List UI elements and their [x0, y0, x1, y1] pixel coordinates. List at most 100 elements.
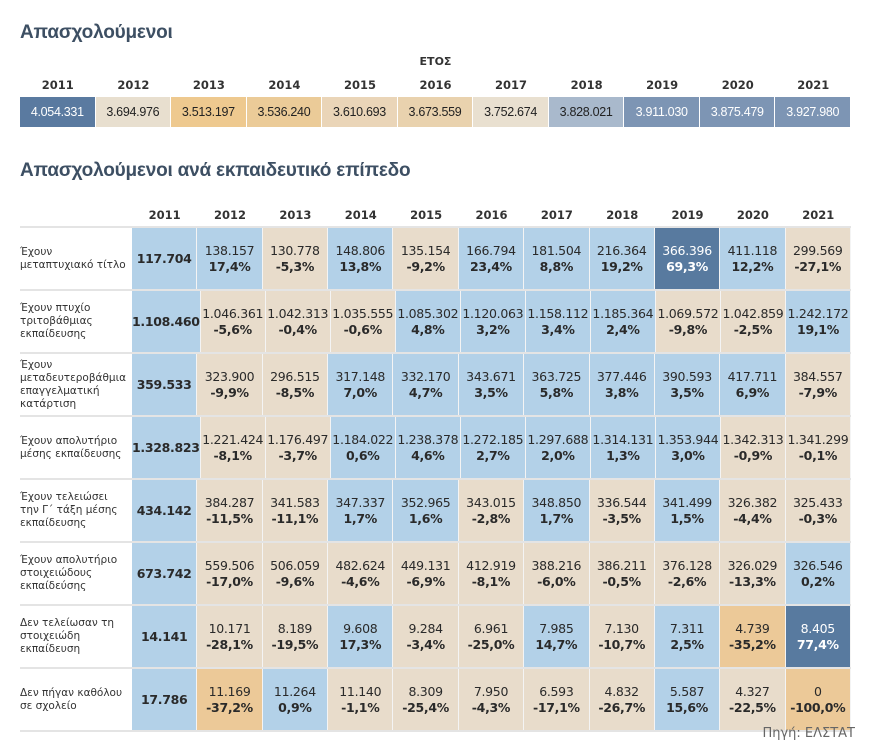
cell-change: -2,6% — [667, 573, 707, 589]
year-label: 2013 — [279, 208, 312, 222]
cell-value: 4.739 — [735, 620, 770, 636]
cell-change: -9,9% — [210, 384, 249, 400]
cell-change: -17,1% — [532, 699, 580, 715]
cell-value: 384.287 — [204, 494, 255, 510]
table-row: Έχουν απολυτήριο μέσης εκπαίδευσης 1.328.… — [20, 417, 851, 480]
cell-value: 377.446 — [596, 368, 647, 384]
cell-change: 19,1% — [797, 321, 839, 337]
table-cell: 14.141 — [132, 606, 198, 667]
cell-value: 326.029 — [727, 557, 778, 573]
table-cell: 347.337 1,7% — [328, 480, 394, 541]
cell-change: -11,1% — [271, 510, 319, 526]
table-cell: 363.725 5,8% — [524, 354, 590, 415]
table-cell: 1.272.185 2,7% — [460, 417, 526, 478]
table-cell: 8.189 -19,5% — [262, 606, 329, 667]
cell-value: 14.141 — [140, 628, 188, 644]
cell-change: 1,5% — [670, 510, 704, 526]
cell-value: 348.850 — [531, 494, 582, 510]
cell-value: 181.504 — [531, 242, 582, 258]
table-cell: 1.108.460 — [132, 291, 201, 352]
table-cell: 1.046.361 -5,6% — [200, 291, 266, 352]
table-cell: 384.557 -7,9% — [785, 354, 851, 415]
table-cell: 130.778 -5,3% — [262, 228, 329, 289]
cell-value: 1.035.555 — [332, 305, 394, 321]
cell-change: 14,7% — [535, 636, 578, 652]
cell-change: -0,5% — [602, 573, 642, 589]
year-label: 2014 — [344, 208, 377, 222]
cell-value: 17.786 — [140, 691, 188, 707]
table-cell: 326.382 -4,4% — [720, 480, 786, 541]
cell-change: -9,6% — [275, 573, 315, 589]
row-label: Έχουν απολυτήριο μέσης εκπαίδευσης — [20, 434, 122, 460]
table-cell: 434.142 — [132, 480, 198, 541]
row-label: Έχουν μεταπτυχιακό τίτλο — [20, 245, 126, 271]
table-cell: 138.157 17,4% — [197, 228, 263, 289]
cell-value: 1.297.688 — [527, 431, 589, 447]
cell-value: 4.832 — [604, 683, 640, 699]
year-label: 2020 — [721, 78, 754, 92]
table-cell: 1.042.859 -2,5% — [720, 291, 786, 352]
table-cell: 376.128 -2,6% — [654, 543, 721, 604]
cell-value: 482.624 — [335, 557, 386, 573]
row-label: Έχουν μεταδευτεροβάθμια επαγγελματική κα… — [20, 358, 127, 410]
table-cell: 7.950 -4,3% — [458, 669, 525, 730]
table-cell: 348.850 1,7% — [524, 480, 590, 541]
cell-change: 15,6% — [666, 699, 708, 715]
table-row: Δεν πήγαν καθόλου σε σχολείο 17.786 11.169… — [20, 669, 851, 732]
cell-change: 19,2% — [600, 258, 643, 274]
cell-value: 6.593 — [539, 683, 574, 699]
cell-value: 4.327 — [735, 683, 770, 699]
header-spacer — [20, 208, 132, 226]
table-cell: 1.042.313 -0,4% — [265, 291, 331, 352]
cell-change: 12,2% — [731, 258, 774, 274]
cell-value: 11.264 — [273, 683, 316, 699]
cell-change: -3,7% — [278, 447, 318, 463]
table-cell: 343.671 3,5% — [458, 354, 525, 415]
table-cell: 1.242.172 19,1% — [785, 291, 851, 352]
cell-value: 7.950 — [473, 683, 509, 699]
education-table: 2011 2012 2013 2014 2015 2016 2017 2018 2019 2020… — [20, 208, 851, 732]
cell-value: 1.185.364 — [592, 305, 654, 321]
table-header: 2011 2012 2013 2014 2015 2016 2017 2018 2019 2020… — [20, 208, 851, 228]
table-cell: 341.583 -11,1% — [262, 480, 329, 541]
cell-change: -2,8% — [471, 510, 511, 526]
cell-change: -5,6% — [213, 321, 253, 337]
cell-change: 0,9% — [278, 699, 312, 715]
cell-change: -9,8% — [668, 321, 708, 337]
table-cell: 7.311 2,5% — [654, 606, 721, 667]
table-cell: 1.085.302 4,8% — [395, 291, 461, 352]
cell-change: -8,1% — [213, 447, 253, 463]
cell-change: -4,3% — [471, 699, 511, 715]
cell-value: 6.961 — [473, 620, 509, 636]
cell-value: 1.242.172 — [787, 305, 849, 321]
table-cell: 323.900 -9,9% — [197, 354, 263, 415]
cell-value: 673.742 — [136, 565, 192, 581]
cell-change: -1,1% — [341, 699, 380, 715]
year-group-label: ΕΤΟΣ — [419, 55, 452, 68]
cell-value: 8.309 — [408, 683, 443, 699]
year-label: 2018 — [570, 78, 603, 92]
table-cell: 1.035.555 -0,6% — [330, 291, 396, 352]
cell-change: -10,7% — [598, 636, 646, 652]
table-cell: 336.544 -3,5% — [589, 480, 655, 541]
table-row: Έχουν πτυχίο τριτοβάθμιας εκπαίδευσης 1.1… — [20, 291, 851, 354]
cell-value: 366.396 — [662, 242, 712, 258]
cell-change: 69,3% — [666, 258, 708, 274]
table-cell: 1.176.497 -3,7% — [265, 417, 331, 478]
year-label: 2011 — [148, 208, 181, 222]
table-cell: 449.131 -6,9% — [393, 543, 459, 604]
cell-value: 299.569 — [792, 242, 843, 258]
cell-value: 343.671 — [466, 368, 516, 384]
cell-value: 1.042.313 — [267, 305, 329, 321]
table-cell: 377.446 3,8% — [589, 354, 655, 415]
year-label: 2019 — [671, 208, 704, 222]
table-cell: 412.919 -8,1% — [458, 543, 525, 604]
cell-value: 1.221.424 — [202, 431, 264, 447]
cell-change: 2,5% — [670, 636, 704, 652]
cell-value: 388.216 — [531, 557, 582, 573]
table-row: Έχουν μεταδευτεροβάθμια επαγγελματική κα… — [20, 354, 851, 417]
year-label: 2016 — [419, 78, 452, 92]
year-label: 2012 — [214, 208, 247, 222]
table-cell: 1.158.112 3,4% — [525, 291, 591, 352]
cell-value: 5.587 — [669, 683, 705, 699]
